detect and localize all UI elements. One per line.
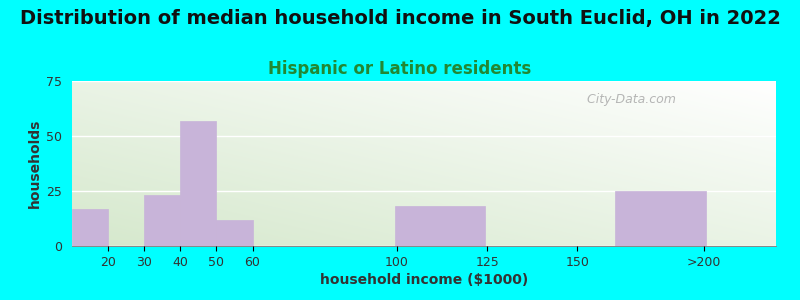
Text: City-Data.com: City-Data.com: [579, 92, 676, 106]
Bar: [395, 206, 486, 246]
Y-axis label: households: households: [28, 119, 42, 208]
Bar: [615, 191, 706, 246]
Text: Hispanic or Latino residents: Hispanic or Latino residents: [268, 60, 532, 78]
Bar: [217, 220, 253, 246]
Text: Distribution of median household income in South Euclid, OH in 2022: Distribution of median household income …: [19, 9, 781, 28]
Bar: [180, 121, 217, 246]
X-axis label: household income ($1000): household income ($1000): [320, 273, 528, 287]
Bar: [72, 208, 108, 246]
Bar: [144, 195, 180, 246]
